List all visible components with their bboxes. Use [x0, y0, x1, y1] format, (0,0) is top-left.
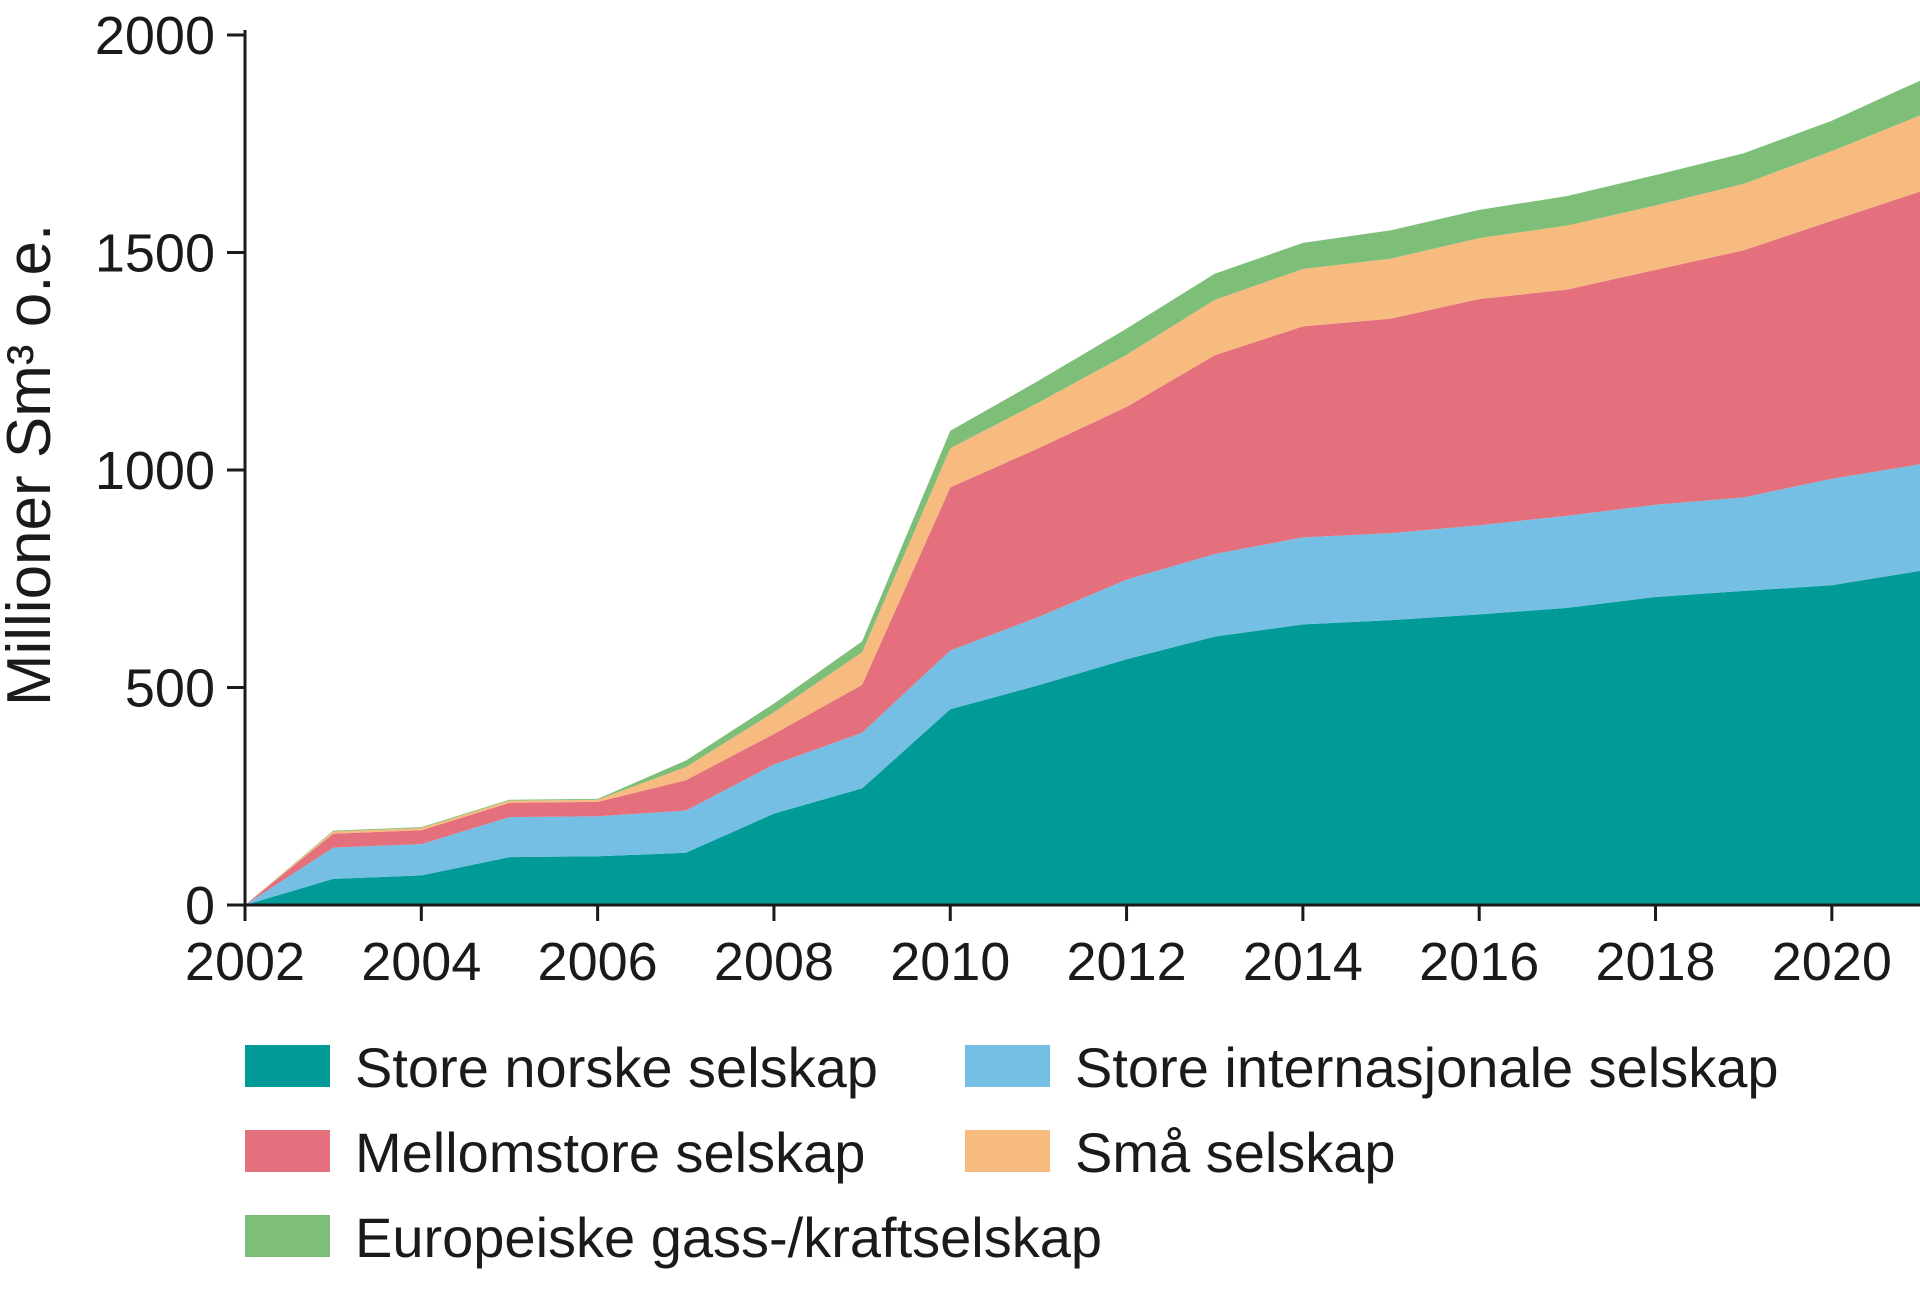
x-tick-label: 2018: [1595, 932, 1715, 992]
y-axis-title: Millioner Sm³ o.e.: [0, 224, 64, 706]
legend-swatch: [965, 1130, 1050, 1172]
legend-item: Europeiske gass-/kraftselskap: [245, 1206, 1102, 1269]
x-tick-label: 2012: [1067, 932, 1187, 992]
x-tick-label: 2016: [1419, 932, 1539, 992]
axes: [243, 30, 1920, 907]
legend-label: Små selskap: [1075, 1121, 1396, 1184]
area-series-5: [245, 80, 1920, 905]
legend-label: Store internasjonale selskap: [1075, 1036, 1779, 1099]
legend-label: Europeiske gass-/kraftselskap: [355, 1206, 1102, 1269]
area-series-3: [245, 191, 1920, 906]
y-tick-label: 1500: [95, 224, 215, 284]
x-tick-label: 2020: [1772, 932, 1892, 992]
x-tick-label: 2010: [890, 932, 1010, 992]
x-tick-label: 2006: [538, 932, 658, 992]
legend-swatch: [245, 1130, 330, 1172]
legend-label: Store norske selskap: [355, 1036, 878, 1099]
legend-item: Store norske selskap: [245, 1036, 878, 1099]
legend-swatch: [245, 1045, 330, 1087]
y-tick-label: 500: [125, 659, 215, 719]
legend-item: Store internasjonale selskap: [965, 1036, 1779, 1099]
y-tick-label: 0: [185, 876, 215, 936]
area-layers: [245, 80, 1920, 906]
x-tick-label: 2008: [714, 932, 834, 992]
area-series-2: [245, 464, 1920, 905]
x-tick-label: 2004: [361, 932, 481, 992]
legend: Store norske selskap Store internasjonale…: [245, 1036, 1779, 1269]
area-series-1: [245, 570, 1920, 905]
area-series-4: [245, 115, 1920, 905]
legend-swatch: [965, 1045, 1050, 1087]
y-tick-label: 1000: [95, 441, 215, 501]
x-axis-ticks: 2002 2004 2006 2008 2010 2012 2014 2016 2018 2020: [185, 905, 1892, 992]
legend-item: Små selskap: [965, 1121, 1396, 1184]
legend-swatch: [245, 1215, 330, 1257]
y-tick-label: 2000: [95, 6, 215, 66]
x-tick-label: 2002: [185, 932, 305, 992]
legend-item: Mellomstore selskap: [245, 1121, 865, 1184]
x-tick-label: 2014: [1243, 932, 1363, 992]
y-axis-ticks: 0 500 1000 1500 2000: [95, 6, 245, 936]
legend-label: Mellomstore selskap: [355, 1121, 865, 1184]
